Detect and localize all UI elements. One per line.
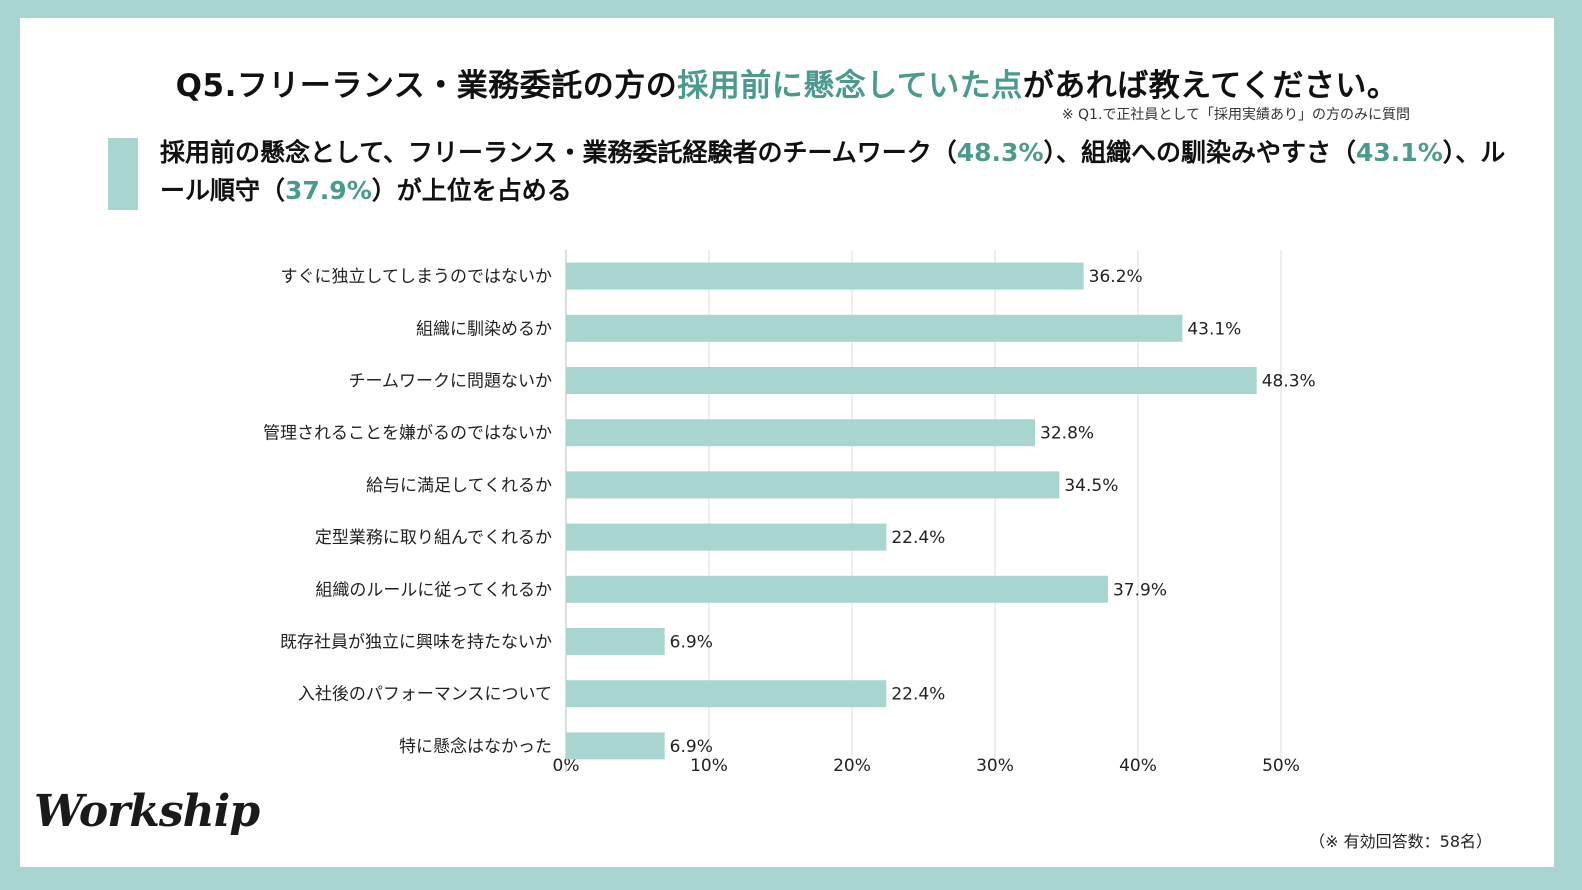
x-tick-label: 40% <box>1119 756 1157 776</box>
x-tick-label: 0% <box>553 756 580 776</box>
bar <box>566 471 1060 499</box>
bar <box>566 575 1108 603</box>
data-label: 43.1% <box>1187 319 1241 339</box>
bar <box>566 732 665 760</box>
category-label: すぐに独立してしまうのではないか <box>281 267 553 287</box>
bar <box>566 367 1257 394</box>
title-prefix: Q5.フリーランス・業務委託の方の <box>175 68 678 104</box>
bar <box>566 680 887 708</box>
title-highlight: 採用前に懸念していた点 <box>677 68 1023 104</box>
question-note: ※ Q1.で正社員として「採用実績あり」の方のみに質問 <box>1061 107 1410 123</box>
data-label: 48.3% <box>1262 372 1316 392</box>
category-label: 組織のルールに従ってくれるか <box>315 580 552 600</box>
category-label: 定型業務に取り組んでくれるか <box>315 528 552 548</box>
subtitle-text-1: 採用前の懸念として、フリーランス・業務委託経験者のチームワーク（ <box>160 138 957 167</box>
data-label: 36.2% <box>1089 267 1143 287</box>
bar <box>566 419 1036 447</box>
data-label: 22.4% <box>891 685 945 705</box>
category-label: チームワークに問題ないか <box>349 372 553 392</box>
x-tick-label: 30% <box>976 756 1014 776</box>
subtitle-value-organization: 43.1% <box>1356 138 1443 167</box>
category-label: 給与に満足してくれるか <box>366 476 552 496</box>
page-title: Q5.フリーランス・業務委託の方の採用前に懸念していた点があれば教えてください。 <box>20 60 1554 105</box>
subtitle-text-3: ）、ルール順守（ <box>160 138 1506 205</box>
subtitle-value-teamwork: 48.3% <box>956 138 1044 167</box>
bar <box>566 262 1084 290</box>
data-label: 6.9% <box>670 633 713 653</box>
subtitle: 採用前の懸念として、フリーランス・業務委託経験者のチームワーク（48.3%）、組… <box>160 134 1524 210</box>
category-label: 入社後のパフォーマンスについて <box>298 685 552 705</box>
subtitle-text-4: ）が上位を占める <box>371 176 572 205</box>
data-label: 6.9% <box>670 737 713 757</box>
category-label: 既存社員が独立に興味を持たないか <box>280 633 552 653</box>
subtitle-text-2: ）、組織への馴染みやすさ（ <box>1043 138 1357 167</box>
bar-chart: 0% 10% 20% 30% 40% 50% すぐに独立してしまうのではないか 36.2% 組織… <box>263 250 1316 776</box>
data-label: 22.4% <box>891 528 945 548</box>
x-tick-label: 10% <box>690 756 728 776</box>
data-label: 37.9% <box>1113 580 1167 600</box>
data-label: 34.5% <box>1064 476 1118 496</box>
title-suffix: があれば教えてください。 <box>1022 68 1399 104</box>
x-tick-label: 50% <box>1262 756 1300 776</box>
bar <box>566 314 1183 342</box>
category-label: 特に懸念はなかった <box>399 736 552 757</box>
data-label: 32.8% <box>1040 424 1094 444</box>
bar <box>566 523 887 551</box>
subtitle-accent-bar <box>108 138 138 210</box>
slide-card: Q5.フリーランス・業務委託の方の採用前に懸念していた点があれば教えてください。… <box>20 18 1554 867</box>
bar <box>566 628 665 655</box>
category-label: 組織に馴染めるか <box>416 319 552 339</box>
response-count-note: （※ 有効回答数：58名） <box>1309 832 1492 851</box>
subtitle-value-rules: 37.9% <box>285 176 372 205</box>
workship-logo: Workship <box>34 786 260 837</box>
x-tick-label: 20% <box>833 756 871 776</box>
category-label: 管理されることを嫌がるのではないか <box>263 424 552 444</box>
